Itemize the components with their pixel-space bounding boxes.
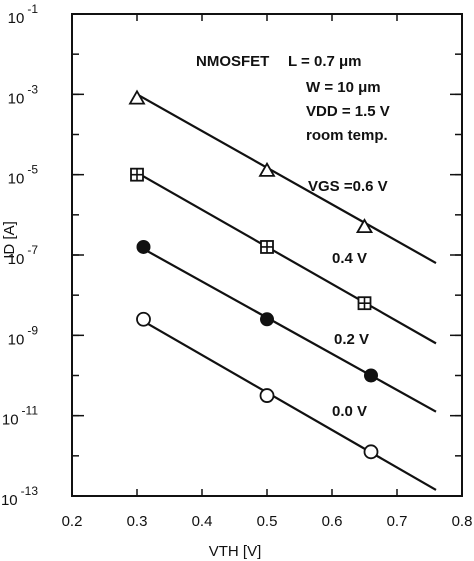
data-point-series-1 bbox=[260, 240, 274, 254]
annotation-temp: room temp. bbox=[306, 127, 388, 144]
plot-frame-layer bbox=[71, 13, 463, 497]
fit-line-series-1 bbox=[136, 171, 437, 345]
fit-line-series-2 bbox=[142, 248, 437, 413]
data-point-series-1 bbox=[357, 296, 372, 311]
data-point-series-3 bbox=[136, 311, 151, 327]
fit-line-layer bbox=[136, 93, 437, 491]
series-label-vgs-0.6: VGS =0.6 V bbox=[308, 178, 388, 195]
x-tick-label: 0.2 bbox=[62, 513, 83, 530]
fit-line-series-3 bbox=[142, 320, 437, 491]
annotation-length: L = 0.7 μm bbox=[288, 53, 362, 70]
y-tick-label: 10-5 bbox=[8, 163, 39, 188]
data-point-series-2 bbox=[364, 368, 378, 383]
y-axis-title: ID [A] bbox=[1, 221, 18, 259]
data-point-series-2 bbox=[260, 312, 274, 327]
x-tick-label: 0.5 bbox=[257, 513, 278, 530]
x-tick-label: 0.7 bbox=[387, 513, 408, 530]
y-tick-label: 10-3 bbox=[8, 82, 39, 107]
series-label-vgs-0.2: 0.2 V bbox=[334, 331, 369, 348]
fit-line-series-0 bbox=[136, 93, 437, 264]
x-tick-label: 0.3 bbox=[127, 513, 148, 530]
data-point-series-0 bbox=[128, 89, 146, 105]
annotation-device: NMOSFET bbox=[196, 53, 269, 70]
series-label-vgs-0.4: 0.4 V bbox=[332, 250, 367, 267]
data-point-series-0 bbox=[355, 218, 374, 234]
data-point-series-1 bbox=[130, 167, 144, 182]
y-tick-label: 10-11 bbox=[2, 404, 38, 429]
marker-layer bbox=[128, 89, 379, 460]
x-tick-label: 0.6 bbox=[322, 513, 343, 530]
x-tick-label: 0.4 bbox=[192, 513, 213, 530]
data-point-series-3 bbox=[363, 444, 379, 460]
data-point-series-0 bbox=[258, 161, 276, 177]
x-axis-title: VTH [V] bbox=[209, 543, 262, 560]
y-tick-label: 10-1 bbox=[8, 2, 39, 27]
annotation-width: W = 10 μm bbox=[306, 79, 381, 96]
y-tick-label: 10-9 bbox=[8, 323, 39, 348]
data-point-series-3 bbox=[259, 388, 275, 403]
series-label-vgs-0.0: 0.0 V bbox=[332, 403, 367, 420]
x-tick-label: 0.8 bbox=[452, 513, 473, 530]
data-point-series-2 bbox=[136, 239, 151, 254]
y-tick-label: 10-13 bbox=[1, 484, 38, 509]
annotation-vdd: VDD = 1.5 V bbox=[306, 103, 390, 120]
plot-area-border bbox=[71, 13, 463, 497]
